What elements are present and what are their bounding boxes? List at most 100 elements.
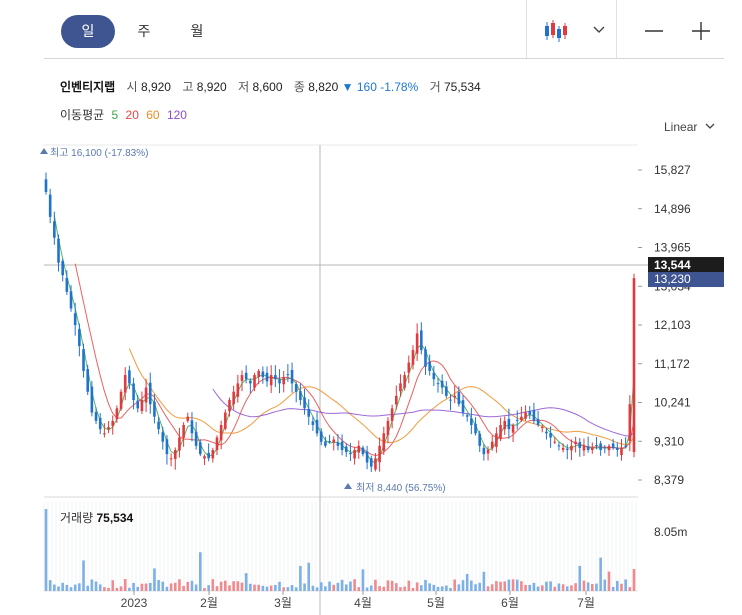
volume-bar (365, 587, 369, 591)
candle-body (449, 399, 452, 401)
crosshair-price-box (648, 257, 724, 274)
candle-body (624, 445, 627, 447)
volume-bar (499, 581, 502, 591)
ma-20: 20 (125, 108, 139, 122)
candle-body (207, 452, 210, 459)
price-tick-label: 9,310 (654, 434, 684, 448)
volume-bar (486, 586, 490, 591)
close-value: 8,820 (308, 80, 339, 94)
low-marker-icon (344, 483, 352, 489)
volume-bar (274, 584, 277, 591)
candle-body (386, 420, 390, 435)
zoom-out-button[interactable] (637, 14, 671, 48)
tab-week[interactable]: 주 (137, 23, 151, 39)
candle-body (44, 179, 48, 192)
volume-bar (407, 580, 411, 591)
divider (526, 0, 527, 58)
chart-type-dropdown[interactable] (582, 14, 616, 48)
volume-bar (290, 585, 294, 591)
candle-body (236, 383, 240, 397)
scale-selector[interactable]: Linear (664, 120, 716, 134)
volume-bar (319, 582, 323, 591)
volume-bar (403, 586, 406, 591)
volume-bar (132, 582, 135, 591)
volume-bar (57, 586, 60, 591)
volume-bar (69, 587, 73, 591)
candle-body (520, 416, 523, 421)
candle-body (244, 372, 248, 380)
candle-body (265, 372, 269, 382)
open-value: 8,920 (140, 80, 171, 94)
candle-body (390, 408, 394, 421)
volume-bar (269, 585, 273, 591)
volume-bar (607, 571, 611, 591)
candle-body (461, 400, 465, 413)
candle-body (278, 379, 281, 384)
candle-body (123, 375, 127, 393)
volume-bar (570, 585, 573, 591)
tab-month[interactable]: 월 (190, 23, 204, 39)
candle-body (286, 374, 290, 376)
volume-bar (424, 579, 427, 591)
candle-body (353, 449, 356, 459)
candle-body (336, 442, 340, 446)
candle-body (536, 418, 540, 426)
volume-bar (103, 587, 106, 591)
volume-bar (307, 562, 311, 591)
candle-body (165, 439, 169, 455)
high-marker-label: 최고 16,100 (-17.83%) (50, 147, 148, 159)
volume-bar (549, 581, 552, 591)
candle-body (111, 420, 115, 427)
volume-bar (73, 584, 77, 591)
volume-bar (545, 581, 548, 591)
candle-body (136, 400, 140, 409)
zoom-in-button[interactable] (684, 14, 718, 48)
volume-bar (315, 587, 319, 591)
volume-bar (511, 579, 515, 591)
volume-bar (253, 584, 256, 591)
candle-body (470, 418, 473, 426)
candle-body (474, 423, 477, 434)
date-tick-label: 5월 (427, 596, 445, 610)
ma-120: 120 (166, 108, 187, 122)
volume-bar (240, 582, 244, 591)
candle-body (294, 384, 298, 392)
grid (43, 142, 648, 615)
candle-body (132, 383, 135, 401)
candle-body (103, 433, 106, 435)
ma-line-120 (212, 388, 635, 437)
volume-bar (82, 560, 85, 591)
candle-body (69, 291, 73, 309)
volume-bar (470, 580, 473, 591)
candle-body (90, 386, 94, 413)
candle-body (299, 391, 302, 401)
ma-5: 5 (111, 108, 119, 122)
ma-60: 60 (146, 108, 160, 122)
volume-bar (144, 583, 148, 591)
candle-body (411, 350, 415, 365)
volume-bar (369, 585, 373, 591)
chart-type-button[interactable] (540, 14, 574, 48)
volume-bar (219, 581, 223, 591)
candle-body (148, 382, 152, 405)
volume-bar (520, 581, 523, 591)
candle-body (507, 419, 511, 430)
volume-bar (503, 581, 507, 591)
candle-body (303, 397, 306, 409)
tab-day[interactable]: 일 (61, 15, 115, 48)
volume-bar (394, 583, 398, 591)
volume-bar (211, 579, 215, 591)
candle-body (78, 329, 81, 346)
candle-body (190, 420, 194, 434)
volume-bar (620, 583, 623, 591)
candle-body (349, 452, 352, 455)
candle-body (586, 446, 590, 450)
volume-bar (198, 552, 202, 591)
candle-body (445, 386, 448, 396)
candle-body (119, 391, 123, 409)
change-arrow: ▼ (341, 80, 354, 94)
candle-body (53, 221, 56, 238)
candle-body (215, 437, 219, 451)
volume-bar (336, 582, 340, 591)
